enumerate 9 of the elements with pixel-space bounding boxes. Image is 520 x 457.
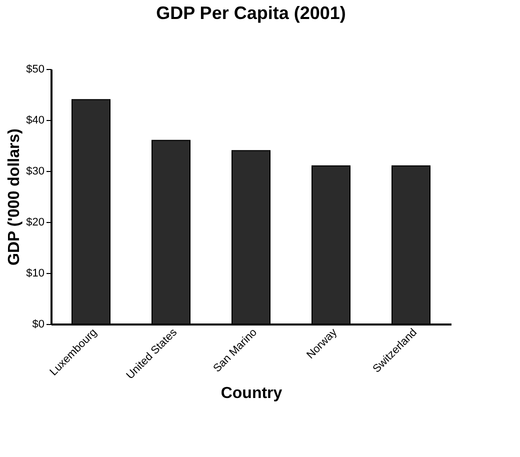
y-tick-label: $30 (26, 166, 44, 178)
y-tick-label: $10 (26, 268, 44, 280)
y-tick-label: $20 (26, 216, 44, 228)
x-axis-title: Country (220, 384, 282, 402)
chart-title: GDP Per Capita (2001) (156, 3, 346, 23)
y-tick-label: $50 (26, 64, 44, 76)
y-tick-label: $40 (26, 114, 44, 126)
y-tick-label: $0 (32, 318, 44, 330)
y-axis-title: GDP ('000 dollars) (6, 128, 24, 266)
